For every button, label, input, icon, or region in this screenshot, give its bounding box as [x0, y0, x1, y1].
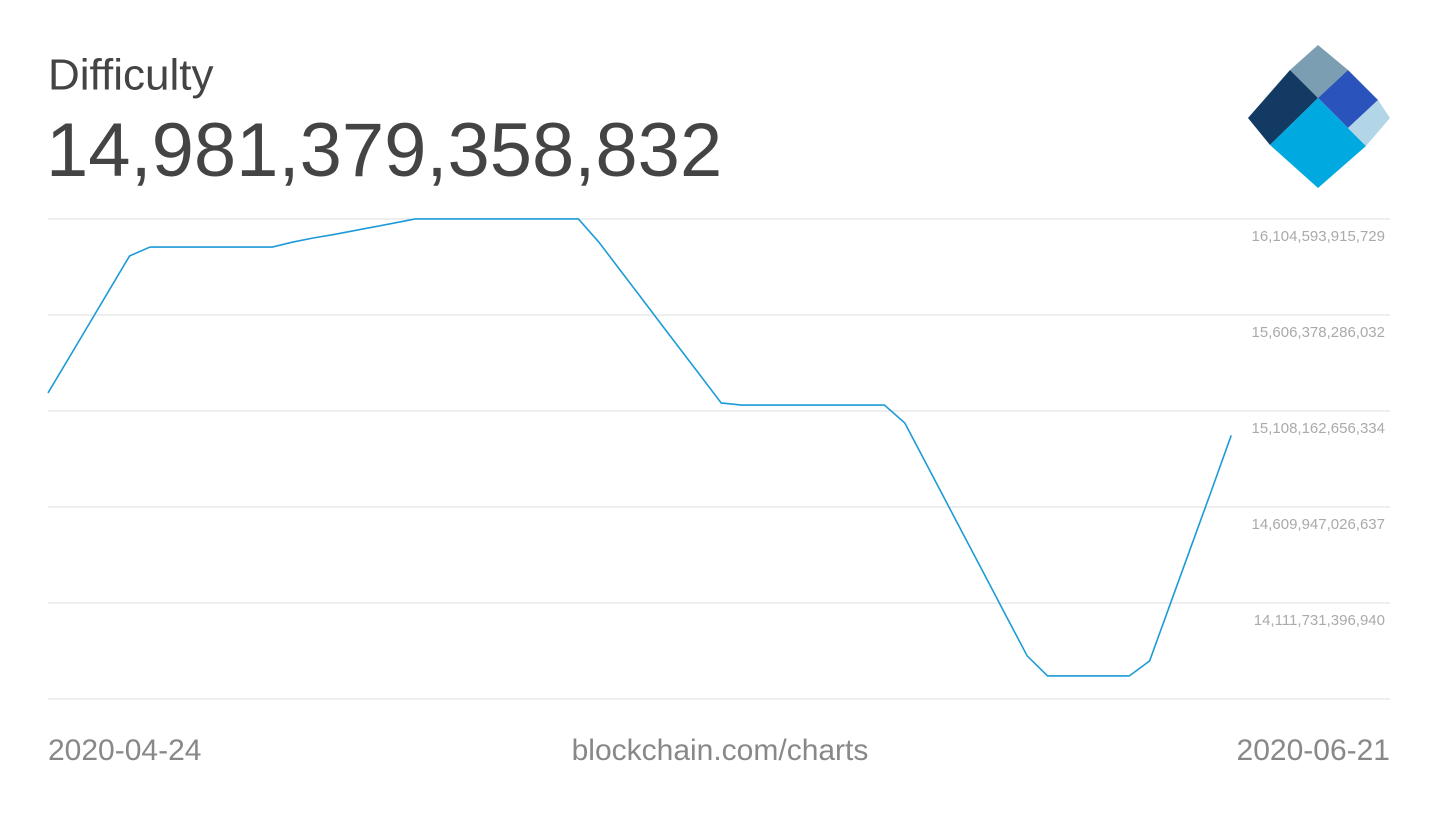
- y-tick-label: 16,104,593,915,729: [1252, 228, 1385, 245]
- x-tick-label: 2020-04-24: [48, 734, 201, 767]
- x-tick-label: 2020-06-21: [1237, 734, 1390, 767]
- y-tick-label: 15,108,162,656,334: [1252, 420, 1385, 437]
- y-tick-label: 14,609,947,026,637: [1252, 516, 1385, 533]
- logo-part: [1270, 98, 1366, 188]
- logo-part: [1290, 45, 1348, 98]
- y-tick-label: 14,111,731,396,940: [1254, 612, 1385, 629]
- headline-value: 14,981,379,358,832: [46, 108, 722, 193]
- logo: [1248, 45, 1390, 188]
- chart-title: Difficulty: [48, 51, 213, 100]
- source: blockchain.com/charts: [572, 734, 869, 767]
- data-line: [47, 218, 1232, 677]
- logo-part: [1348, 100, 1390, 146]
- logo-part: [1248, 70, 1318, 145]
- logo-part: [1318, 70, 1378, 128]
- y-tick-label: 15,606,378,286,032: [1252, 324, 1385, 341]
